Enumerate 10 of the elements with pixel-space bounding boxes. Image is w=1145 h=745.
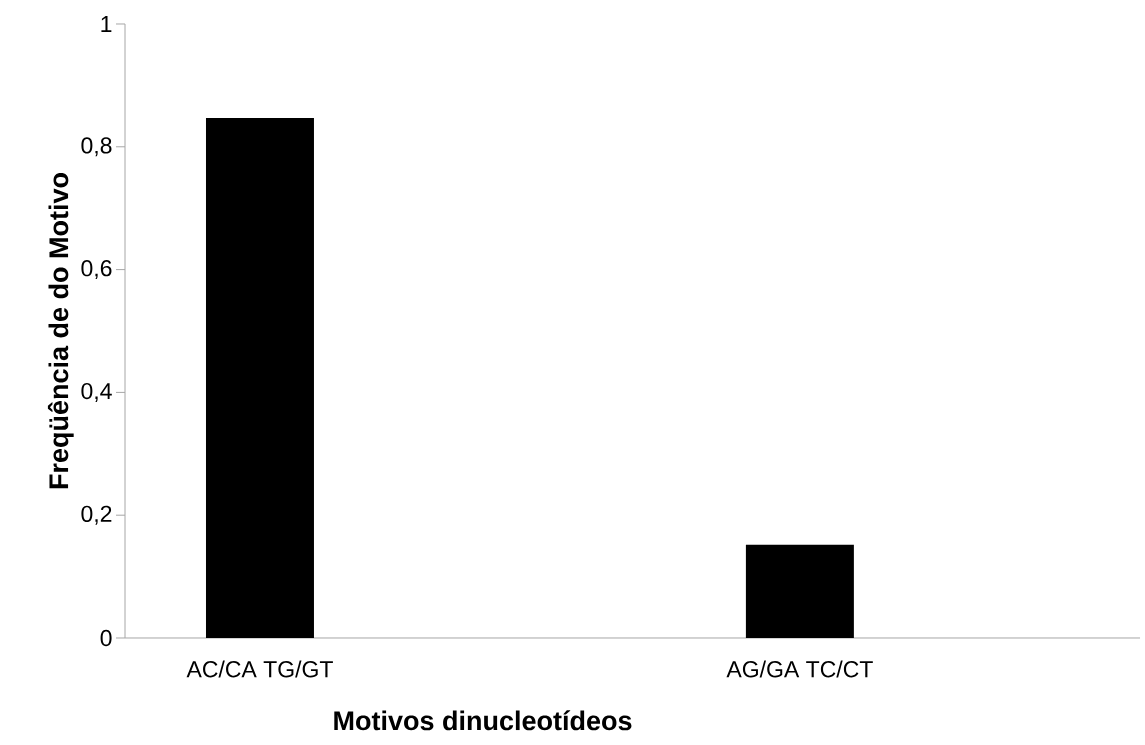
x-tick-label: AC/CA TG/GT [186,660,333,678]
x-axis-title: Motivos dinucleotídeos [334,710,632,731]
y-tick-label: 0,2 [81,505,112,525]
y-tick-label: 0,8 [81,137,112,157]
y-tick-label: 0,4 [81,382,112,402]
y-tick-label: 1 [101,16,112,32]
y-axis-title: Freqüência de do Motivo [47,173,74,489]
y-tick-label: 0 [100,629,112,647]
y-tick-label: 0,6 [81,260,112,280]
x-tick-label: AG/GA TC/CT [726,660,873,678]
